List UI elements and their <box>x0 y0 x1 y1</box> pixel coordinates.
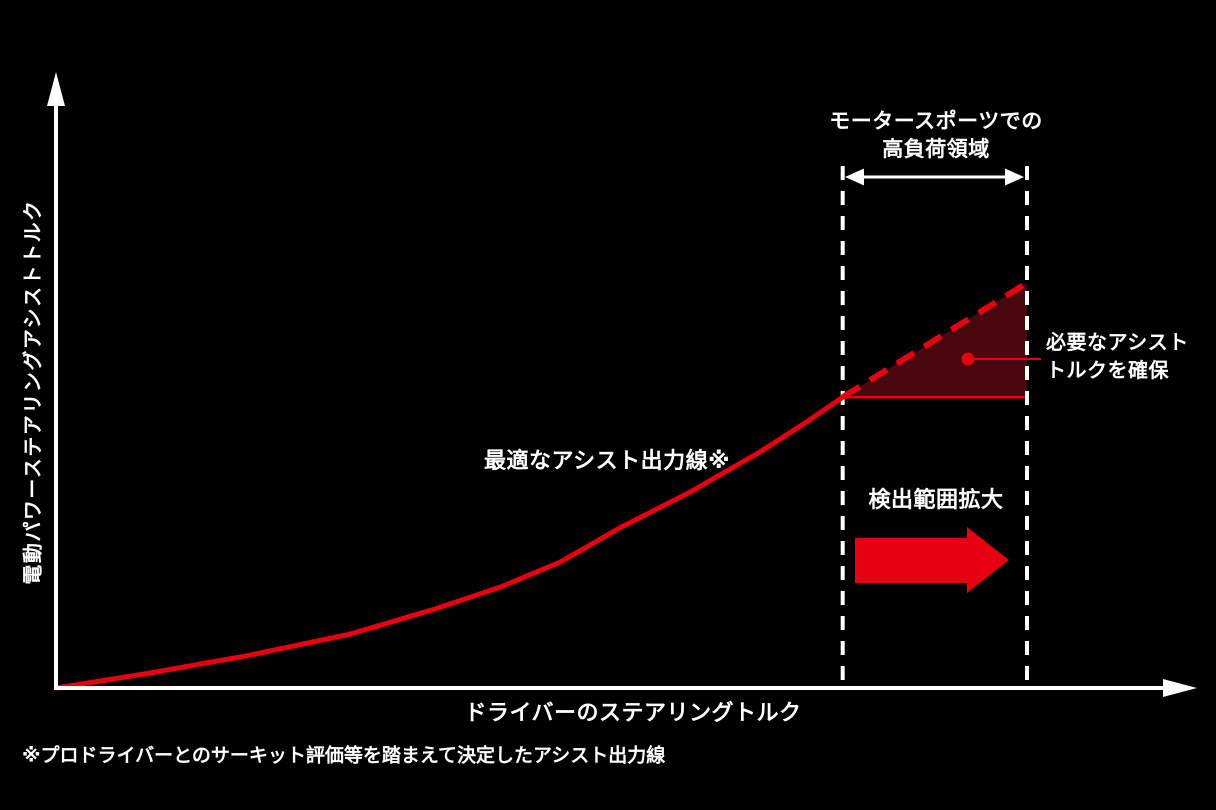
region-extent-arrow-right-head <box>1005 168 1024 186</box>
region-extent-arrow-left-head <box>845 168 864 186</box>
y-axis-label: 電動パワーステアリングアシストトルク <box>22 199 45 585</box>
assist-curve-solid <box>54 394 846 691</box>
optimal-line-label: 最適なアシスト出力線※ <box>484 448 731 473</box>
assist-callout-label: 必要なアシスト トルクを確保 <box>1046 332 1189 382</box>
detection-expand-label: 検出範囲拡大 <box>868 487 1004 512</box>
expand-right-arrow <box>855 527 1009 593</box>
y-axis-arrowhead <box>47 72 65 106</box>
region-extent-arrow <box>845 168 1024 186</box>
high-load-region-label: モータースポーツでの 高負荷領域 <box>829 110 1043 161</box>
footnote: ※プロドライバーとのサーキット評価等を踏まえて決定したアシスト出力線 <box>22 745 666 767</box>
expansion-area <box>842 283 1027 398</box>
x-axis-arrowhead <box>1163 679 1197 697</box>
callout-dot <box>961 352 975 366</box>
assist-curve-dashed <box>841 280 1029 400</box>
x-axis-label: ドライバーのステアリングトルク <box>464 700 802 725</box>
